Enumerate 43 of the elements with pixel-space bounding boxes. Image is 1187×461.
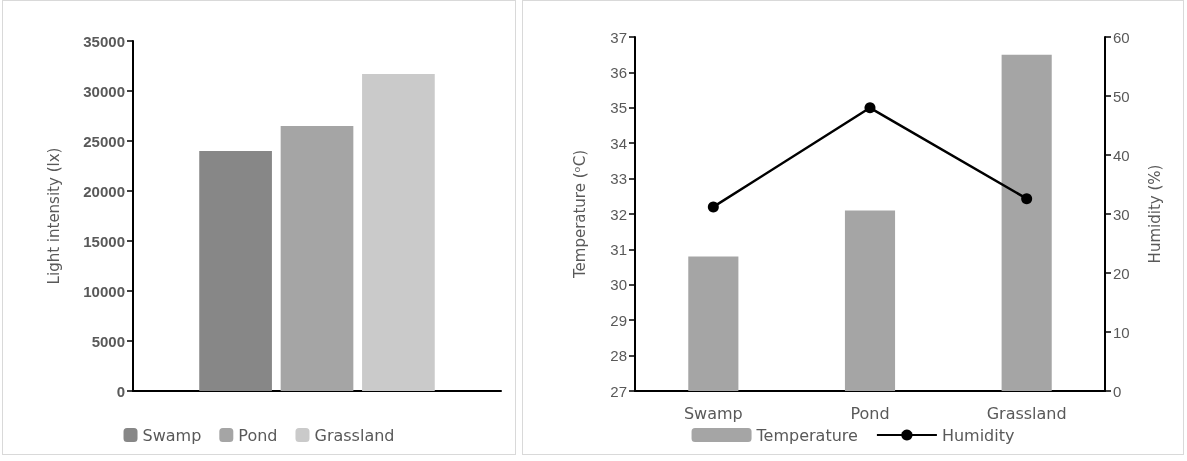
y-tick-label: 30000 bbox=[83, 82, 125, 100]
bar bbox=[199, 151, 272, 391]
y-tick-label: 36 bbox=[610, 63, 627, 81]
y2-tick-label: 40 bbox=[1113, 146, 1130, 164]
y2-tick-label: 50 bbox=[1113, 87, 1130, 105]
y2-tick-label: 30 bbox=[1113, 205, 1130, 223]
y-tick-label: 37 bbox=[610, 28, 627, 46]
legend-label: Swamp bbox=[142, 425, 202, 445]
x-tick-label: Swamp bbox=[683, 403, 743, 423]
y-tick-label: 31 bbox=[610, 240, 627, 258]
y-tick-label: 0 bbox=[116, 382, 125, 400]
y-axis-title: Temperature (ᵒC) bbox=[570, 149, 589, 280]
x-tick-label: Pond bbox=[850, 403, 890, 423]
y-axis-title: Light intensity (lx) bbox=[44, 147, 63, 285]
legend-label: Grassland bbox=[314, 425, 395, 445]
y-tick-label: 15000 bbox=[83, 232, 125, 250]
y2-tick-label: 20 bbox=[1113, 264, 1130, 282]
y-tick-label: 27 bbox=[610, 382, 627, 400]
y-tick-label: 20000 bbox=[83, 182, 125, 200]
y2-tick-label: 0 bbox=[1113, 382, 1122, 400]
y-tick-label: 35000 bbox=[83, 32, 125, 50]
y-tick-label: 30 bbox=[610, 276, 627, 294]
point bbox=[1021, 193, 1033, 205]
y-tick-label: 35 bbox=[610, 99, 627, 117]
y-tick-label: 25000 bbox=[83, 132, 125, 150]
bar bbox=[362, 74, 435, 391]
y-tick-label: 29 bbox=[610, 311, 627, 329]
legend-label: Humidity bbox=[941, 425, 1015, 445]
y-tick-label: 34 bbox=[610, 134, 627, 152]
legend-label: Pond bbox=[238, 425, 278, 445]
point bbox=[707, 201, 719, 213]
y2-axis-title: Humidity (%) bbox=[1145, 164, 1164, 264]
y2-tick-label: 60 bbox=[1113, 28, 1130, 46]
y-tick-label: 32 bbox=[610, 205, 627, 223]
legend-label: Temperature bbox=[755, 425, 858, 445]
bar bbox=[280, 126, 354, 391]
y-tick-label: 5000 bbox=[91, 332, 125, 350]
y-tick-label: 33 bbox=[610, 170, 627, 188]
x-tick-label: Grassland bbox=[986, 403, 1067, 423]
point bbox=[864, 102, 876, 114]
y2-tick-label: 10 bbox=[1113, 323, 1130, 341]
y-tick-label: 10000 bbox=[83, 282, 125, 300]
y-tick-label: 28 bbox=[610, 347, 627, 365]
